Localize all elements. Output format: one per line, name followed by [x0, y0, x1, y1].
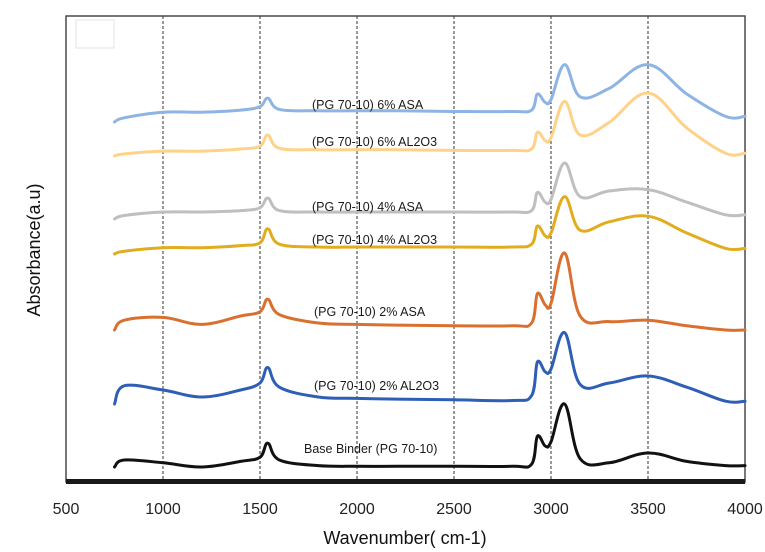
series-label-1: (PG 70-10) 6% ASA: [312, 98, 424, 112]
x-axis: 500 1000 1500 2000 2500 3000 3500 4000: [53, 479, 763, 518]
x-tick-label-1500: 1500: [242, 501, 278, 518]
x-tick-label-500: 500: [53, 501, 80, 518]
series-label-5: (PG 70-10) 2% ASA: [314, 305, 426, 319]
x-tick-label-2500: 2500: [436, 501, 472, 518]
series-line-7: [113, 402, 747, 469]
x-tick-label-2000: 2000: [339, 501, 375, 518]
series-label-6: (PG 70-10) 2% AL2O3: [314, 379, 439, 393]
x-tick-label-1000: 1000: [145, 501, 181, 518]
x-tick-label-4000: 4000: [727, 501, 763, 518]
x-tick-label-3000: 3000: [533, 501, 569, 518]
series-label-3: (PG 70-10) 4% ASA: [312, 200, 424, 214]
series-line-3: [113, 161, 747, 221]
x-axis-title: Wavenumber( cm-1): [323, 528, 486, 548]
series-line-2: [113, 91, 747, 158]
series-labels: (PG 70-10) 6% ASA (PG 70-10) 6% AL2O3 (PG …: [304, 98, 439, 456]
series-line-5: [113, 251, 747, 332]
series-label-2: (PG 70-10) 6% AL2O3: [312, 135, 437, 149]
series-line-6: [113, 331, 747, 406]
series-lines: [113, 63, 747, 469]
x-tick-label-3500: 3500: [630, 501, 666, 518]
x-tick-labels: 500 1000 1500 2000 2500 3000 3500 4000: [53, 501, 763, 518]
series-line-4: [113, 195, 747, 256]
series-line-1: [113, 63, 747, 124]
plot-corner-box: [75, 19, 115, 49]
series-label-4: (PG 70-10) 4% AL2O3: [312, 233, 437, 247]
x-axis-tick-band: [66, 479, 745, 484]
series-label-7: Base Binder (PG 70-10): [304, 442, 437, 456]
y-axis-title: Absorbance(a.u): [24, 183, 44, 316]
